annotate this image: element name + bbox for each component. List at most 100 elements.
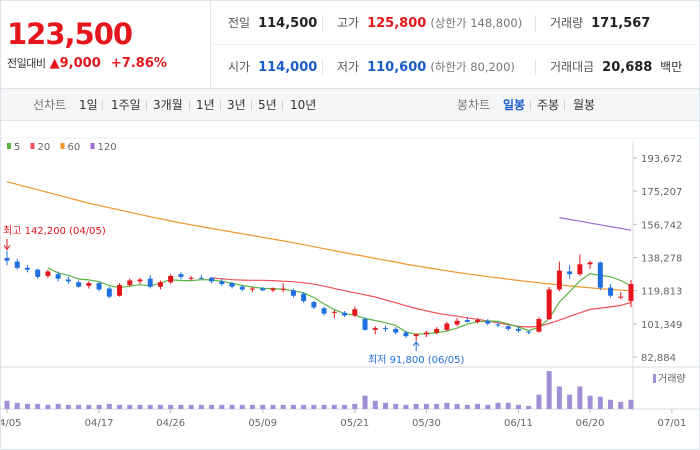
stat-volume: 거래량 171,567 bbox=[550, 1, 650, 45]
x-tick-label: 05/21 bbox=[340, 418, 369, 429]
change-amount: 9,000 bbox=[59, 56, 101, 71]
candle-body bbox=[444, 323, 450, 330]
candle-body bbox=[14, 261, 20, 268]
volume-bar bbox=[311, 404, 317, 409]
volume-bar bbox=[495, 402, 501, 409]
divider bbox=[251, 100, 252, 110]
period-3m[interactable]: 3개월 bbox=[153, 98, 183, 112]
stat-value: 114,000 bbox=[258, 60, 318, 75]
upper-limit: (상한가 148,800) bbox=[430, 16, 523, 30]
volume-bar bbox=[567, 394, 573, 409]
volume-bar bbox=[229, 404, 235, 409]
candle-body bbox=[413, 334, 419, 337]
candle-body bbox=[55, 274, 61, 279]
divider bbox=[564, 100, 565, 110]
stat-open: 시가 114,000 bbox=[228, 45, 317, 89]
divider bbox=[102, 100, 103, 110]
y-tick-label: 193,672 bbox=[641, 154, 682, 165]
volume-bar bbox=[444, 402, 450, 409]
volume-bar bbox=[608, 399, 614, 409]
volume-bar bbox=[86, 404, 92, 409]
y-tick-label: 156,742 bbox=[641, 220, 682, 231]
volume-bar bbox=[209, 404, 215, 409]
volume-bar bbox=[168, 404, 174, 409]
period-1d[interactable]: 1일 bbox=[79, 98, 98, 112]
period-5y[interactable]: 5년 bbox=[258, 98, 277, 112]
volume-bar bbox=[618, 401, 624, 409]
volume-bar bbox=[260, 404, 266, 409]
candle-body bbox=[209, 277, 215, 282]
volume-bar bbox=[342, 404, 348, 409]
period-1w[interactable]: 1주일 bbox=[111, 98, 141, 112]
candle-body bbox=[587, 262, 593, 265]
candle-body bbox=[577, 264, 583, 275]
volume-bar bbox=[106, 403, 112, 409]
volume-bar bbox=[362, 395, 368, 409]
volume-bar bbox=[24, 403, 30, 409]
volume-bar bbox=[250, 404, 256, 409]
stat-prev-close: 전일 114,500 bbox=[228, 1, 317, 45]
legend-swatch-ma120 bbox=[90, 143, 95, 149]
x-tick-label: 06/20 bbox=[576, 418, 605, 429]
ma20-line bbox=[211, 277, 632, 328]
volume-bar bbox=[536, 394, 542, 409]
quote-stats: 전일 114,500 고가 125,800 (상한가 148,800) 거래량 171,… bbox=[212, 1, 699, 89]
volume-bar bbox=[587, 395, 593, 409]
price-box: 123,500 전일대비 ▲9,000 +7.86% bbox=[1, 1, 211, 89]
stat-label: 고가 bbox=[337, 16, 360, 30]
candle-body bbox=[311, 302, 317, 308]
change-percent: +7.86% bbox=[110, 56, 167, 71]
volume-bar bbox=[219, 404, 225, 409]
stat-label: 저가 bbox=[337, 60, 360, 74]
period-3y[interactable]: 3년 bbox=[227, 98, 246, 112]
volume-bar bbox=[198, 404, 204, 409]
legend-label-ma20: 20 bbox=[38, 142, 51, 153]
volume-bar bbox=[35, 403, 41, 409]
low-annotation: 최저 91,800 (06/05) bbox=[368, 354, 464, 366]
candle-chart-label: 봉차트 bbox=[457, 98, 491, 112]
y-tick-label: 175,207 bbox=[641, 187, 682, 198]
candle-body bbox=[608, 287, 614, 296]
candle-weekly[interactable]: 주봉 bbox=[537, 98, 560, 112]
candle-daily[interactable]: 일봉 bbox=[503, 98, 526, 112]
stat-value: 114,500 bbox=[258, 16, 318, 31]
candle-monthly[interactable]: 월봉 bbox=[573, 98, 596, 112]
quote-header: 123,500 전일대비 ▲9,000 +7.86% 전일 114,500 고가 1… bbox=[1, 1, 699, 89]
volume-bar bbox=[55, 403, 61, 409]
volume-bar bbox=[65, 404, 71, 409]
period-10y[interactable]: 10년 bbox=[290, 98, 317, 112]
volume-bar bbox=[147, 404, 153, 409]
candle-body bbox=[372, 328, 378, 330]
candle-body bbox=[188, 277, 194, 279]
legend-label-ma60: 60 bbox=[68, 142, 81, 153]
x-tick-label: 05/30 bbox=[412, 418, 441, 429]
volume-bar bbox=[280, 404, 286, 409]
volume-bar bbox=[178, 404, 184, 409]
stat-value: 110,600 bbox=[367, 60, 427, 75]
volume-bar bbox=[526, 405, 532, 409]
high-annotation: 최고 142,200 (04/05) bbox=[3, 225, 106, 237]
volume-bar bbox=[515, 404, 521, 409]
x-tick-label: 04/05 bbox=[1, 418, 21, 429]
legend-label-ma120: 120 bbox=[98, 142, 117, 153]
divider bbox=[220, 100, 221, 110]
stat-high: 고가 125,800 (상한가 148,800) bbox=[337, 1, 522, 45]
candle-body bbox=[4, 257, 10, 261]
candle-body bbox=[597, 262, 603, 288]
lower-limit: (하한가 80,200) bbox=[430, 60, 515, 74]
y-tick-label: 119,813 bbox=[641, 287, 682, 298]
candle-body bbox=[505, 326, 511, 329]
candle-body bbox=[24, 267, 30, 270]
volume-bar bbox=[372, 400, 378, 409]
candle-body bbox=[239, 286, 245, 290]
volume-bar bbox=[556, 386, 562, 409]
candle-body bbox=[464, 319, 470, 322]
volume-bar bbox=[546, 371, 552, 409]
candle-body bbox=[137, 279, 143, 282]
period-1y[interactable]: 1년 bbox=[196, 98, 215, 112]
candle-body bbox=[352, 309, 358, 316]
x-tick-label: 04/17 bbox=[85, 418, 114, 429]
candle-body bbox=[454, 320, 460, 325]
